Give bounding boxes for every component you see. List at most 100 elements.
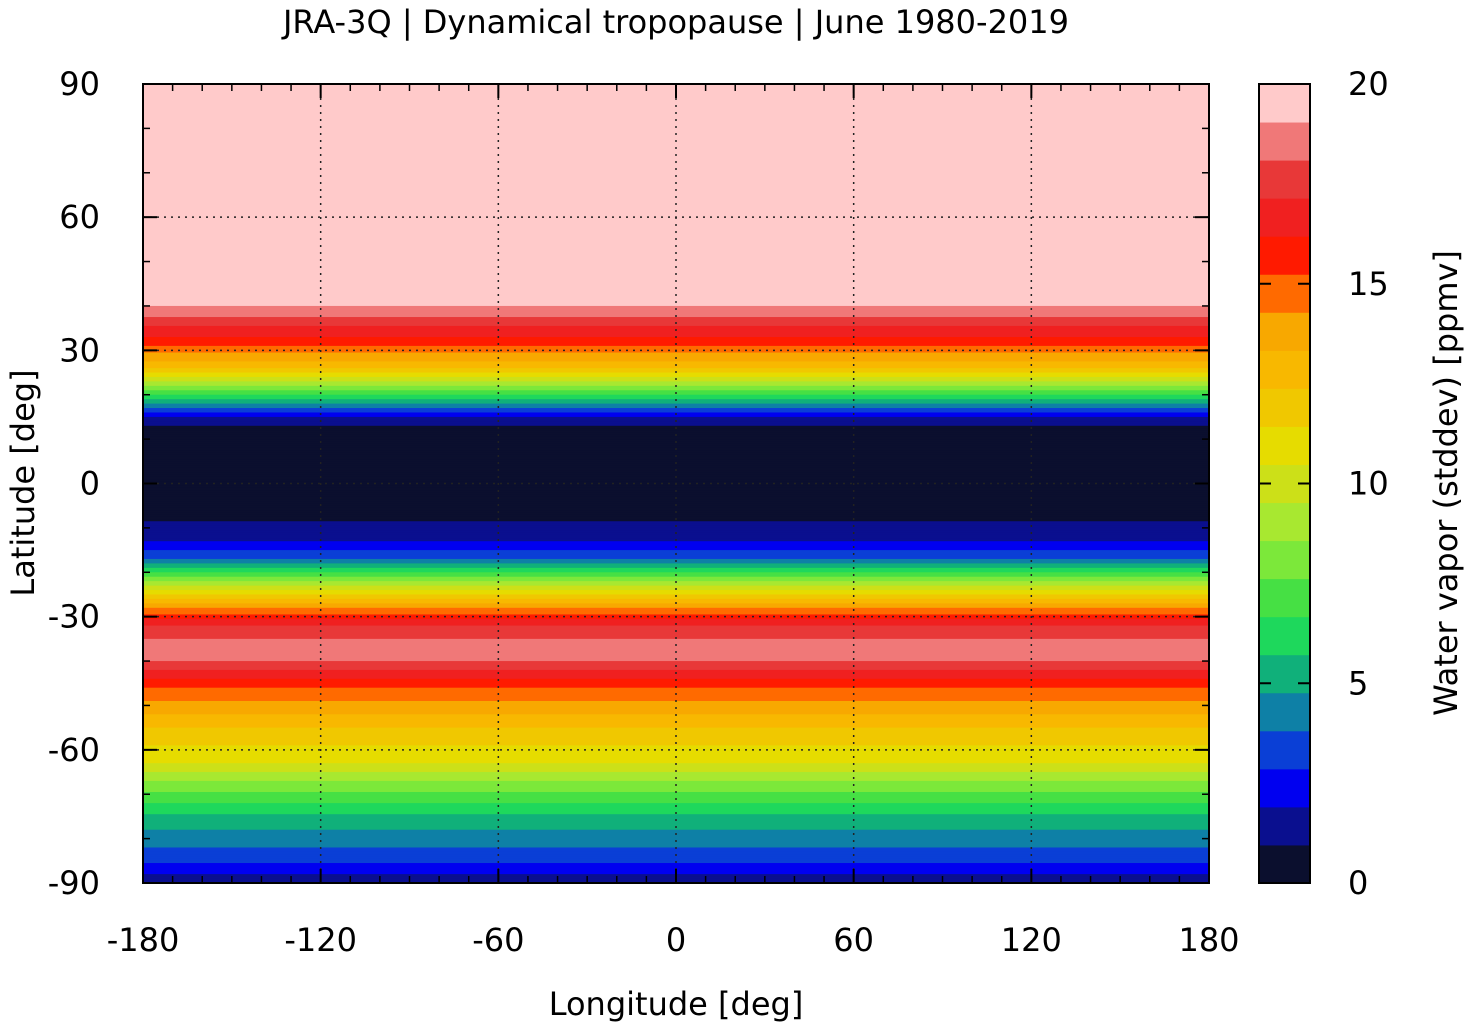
field-band [143, 430, 1209, 434]
field-band [143, 661, 1209, 664]
field-band [143, 203, 1209, 207]
y-tick-label: -60 [48, 731, 100, 769]
field-band [143, 612, 1209, 616]
field-band [143, 550, 1209, 553]
field-band [143, 112, 1209, 116]
field-band [143, 234, 1209, 238]
field-band [143, 654, 1209, 658]
field-band [143, 772, 1209, 775]
field-band [143, 261, 1209, 265]
field-band [143, 578, 1209, 582]
colorbar-level [1259, 388, 1310, 427]
field-band [143, 459, 1209, 462]
field-band [143, 148, 1209, 152]
field-band [143, 796, 1209, 800]
field-band [143, 605, 1209, 609]
field-band [143, 330, 1209, 334]
field-band [143, 299, 1209, 303]
field-band [143, 268, 1209, 272]
field-band [143, 519, 1209, 522]
field-band [143, 627, 1209, 631]
field-band [143, 130, 1209, 134]
field-band [143, 669, 1209, 673]
field-band [143, 758, 1209, 762]
field-band [143, 310, 1209, 314]
field-band [143, 155, 1209, 158]
field-band [143, 836, 1209, 840]
field-band [143, 166, 1209, 169]
field-band [143, 257, 1209, 260]
field-band [143, 536, 1209, 540]
y-tick-label: -30 [48, 598, 100, 636]
field-band [143, 494, 1209, 498]
y-tick-label: 30 [59, 331, 100, 369]
field-band [143, 219, 1209, 223]
field-band [143, 798, 1209, 802]
field-band [143, 618, 1209, 622]
field-band [143, 161, 1209, 165]
field-band [143, 241, 1209, 245]
field-band [143, 689, 1209, 693]
field-band [143, 115, 1209, 118]
colorbar-level [1259, 84, 1310, 123]
field-band [143, 736, 1209, 740]
field-band [143, 534, 1209, 538]
field-band [143, 135, 1209, 138]
field-band [143, 305, 1209, 309]
field-band [143, 858, 1209, 862]
colorbar-level [1259, 730, 1310, 770]
field-band [143, 388, 1209, 391]
field-band [143, 712, 1209, 715]
colorbar-tick-label: 15 [1348, 265, 1389, 303]
field-band [143, 603, 1209, 607]
field-band [143, 745, 1209, 749]
field-band [143, 106, 1209, 110]
field-band [143, 590, 1209, 593]
field-band [143, 354, 1209, 358]
field-band [143, 767, 1209, 771]
x-tick-label: 0 [666, 921, 686, 959]
field-band [143, 472, 1209, 476]
plot-area [143, 84, 1209, 883]
field-band [143, 641, 1209, 644]
field-band [143, 616, 1209, 620]
field-band [143, 638, 1209, 642]
colorbar [1259, 84, 1310, 884]
field-band [143, 792, 1209, 795]
field-band [143, 709, 1209, 713]
field-band [143, 481, 1209, 485]
field-band [143, 206, 1209, 209]
field-band [143, 723, 1209, 727]
field-band [143, 667, 1209, 671]
field-band [143, 232, 1209, 236]
field-band [143, 561, 1209, 564]
field-band [143, 567, 1209, 571]
x-tick-label: -120 [284, 921, 357, 959]
field-band [143, 681, 1209, 684]
field-band [143, 694, 1209, 698]
field-band [143, 192, 1209, 196]
colorbar-level [1259, 844, 1310, 884]
field-band [143, 421, 1209, 425]
field-band [143, 374, 1209, 378]
field-band [143, 246, 1209, 249]
field-band [143, 428, 1209, 431]
field-band [143, 614, 1209, 618]
field-band [143, 865, 1209, 869]
field-band [143, 585, 1209, 589]
field-band [143, 816, 1209, 820]
field-band [143, 705, 1209, 709]
field-band [143, 172, 1209, 176]
colorbar-level [1259, 312, 1310, 351]
field-band [143, 754, 1209, 758]
field-band [143, 141, 1209, 145]
field-band [143, 583, 1209, 587]
field-band [143, 99, 1209, 103]
field-band [143, 541, 1209, 545]
field-band [143, 625, 1209, 629]
field-band [143, 170, 1209, 174]
field-band [143, 101, 1209, 105]
colorbar-level [1259, 806, 1310, 846]
field-band [143, 696, 1209, 700]
field-band [143, 774, 1209, 778]
